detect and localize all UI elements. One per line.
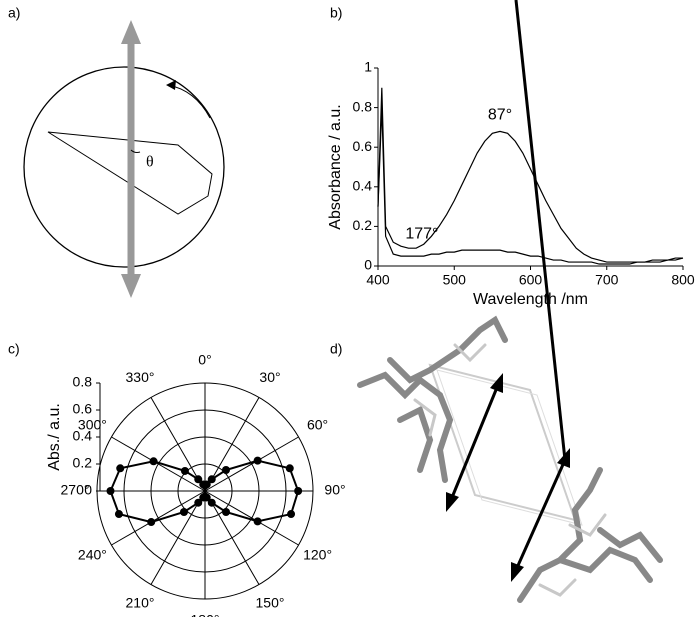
- spoke: [111, 491, 205, 545]
- data-point: [254, 517, 262, 525]
- angle-label: 150°: [256, 594, 285, 610]
- x-tick-label: 600: [519, 272, 543, 288]
- angle-label: 60°: [307, 417, 328, 433]
- spoke: [205, 491, 299, 545]
- y-tick-label: 0.8: [353, 98, 373, 114]
- angle-label: 210°: [126, 594, 155, 610]
- y-tick-label: 0.6: [73, 401, 93, 417]
- y-tick-label: 0.8: [73, 374, 93, 390]
- y-tick-label: 0: [364, 257, 372, 273]
- y-axis-title: Abs./ a.u.: [46, 403, 63, 471]
- series-label: 177°: [405, 225, 438, 242]
- x-tick-label: 800: [671, 272, 695, 288]
- y-tick-label: 0.2: [73, 455, 93, 471]
- data-point: [115, 510, 123, 518]
- x-tick-label: 400: [366, 272, 390, 288]
- panel-label: c): [8, 341, 20, 357]
- data-point: [181, 467, 189, 475]
- polarizer-diagram: θ: [24, 20, 224, 298]
- data-point: [222, 466, 230, 474]
- angle-label: 240°: [78, 547, 107, 563]
- angle-label: 30°: [259, 369, 280, 385]
- spoke: [205, 437, 299, 491]
- y-tick-label: 0.4: [353, 178, 373, 194]
- angle-label: 270°: [61, 482, 90, 498]
- data-point: [222, 508, 230, 516]
- x-tick-label: 500: [443, 272, 467, 288]
- y-tick-label: 0.6: [353, 138, 373, 154]
- data-point: [147, 518, 155, 526]
- data-point: [254, 457, 262, 465]
- panel-label: a): [8, 5, 20, 21]
- angle-label: 0°: [198, 352, 211, 368]
- spoke: [111, 437, 205, 491]
- data-point: [286, 464, 294, 472]
- data-point: [199, 480, 207, 488]
- data-point: [208, 475, 216, 483]
- x-tick-label: 700: [595, 272, 619, 288]
- data-point: [107, 487, 115, 495]
- figure: a) b) c) d) θ: [0, 0, 700, 617]
- angle-label: 330°: [126, 369, 155, 385]
- data-point: [194, 499, 202, 507]
- data-point: [150, 457, 158, 465]
- data-point: [116, 464, 124, 472]
- series-label: 87°: [488, 107, 512, 124]
- y-tick-label: 1: [364, 59, 372, 75]
- angle-label: 180°: [191, 612, 220, 617]
- data-point: [294, 487, 302, 495]
- angle-label: 120°: [303, 547, 332, 563]
- y-axis-title: Absorbance / a.u.: [327, 104, 344, 229]
- angle-symbol: θ: [146, 154, 154, 171]
- data-point: [287, 510, 295, 518]
- panel-label: d): [330, 341, 342, 357]
- x-axis-title: Wavelength /nm: [473, 291, 588, 308]
- panel-label: b): [330, 5, 342, 21]
- angle-label: 300°: [78, 417, 107, 433]
- data-point: [180, 508, 188, 516]
- angle-label: 90°: [324, 482, 345, 498]
- y-tick-label: 0.2: [353, 217, 373, 233]
